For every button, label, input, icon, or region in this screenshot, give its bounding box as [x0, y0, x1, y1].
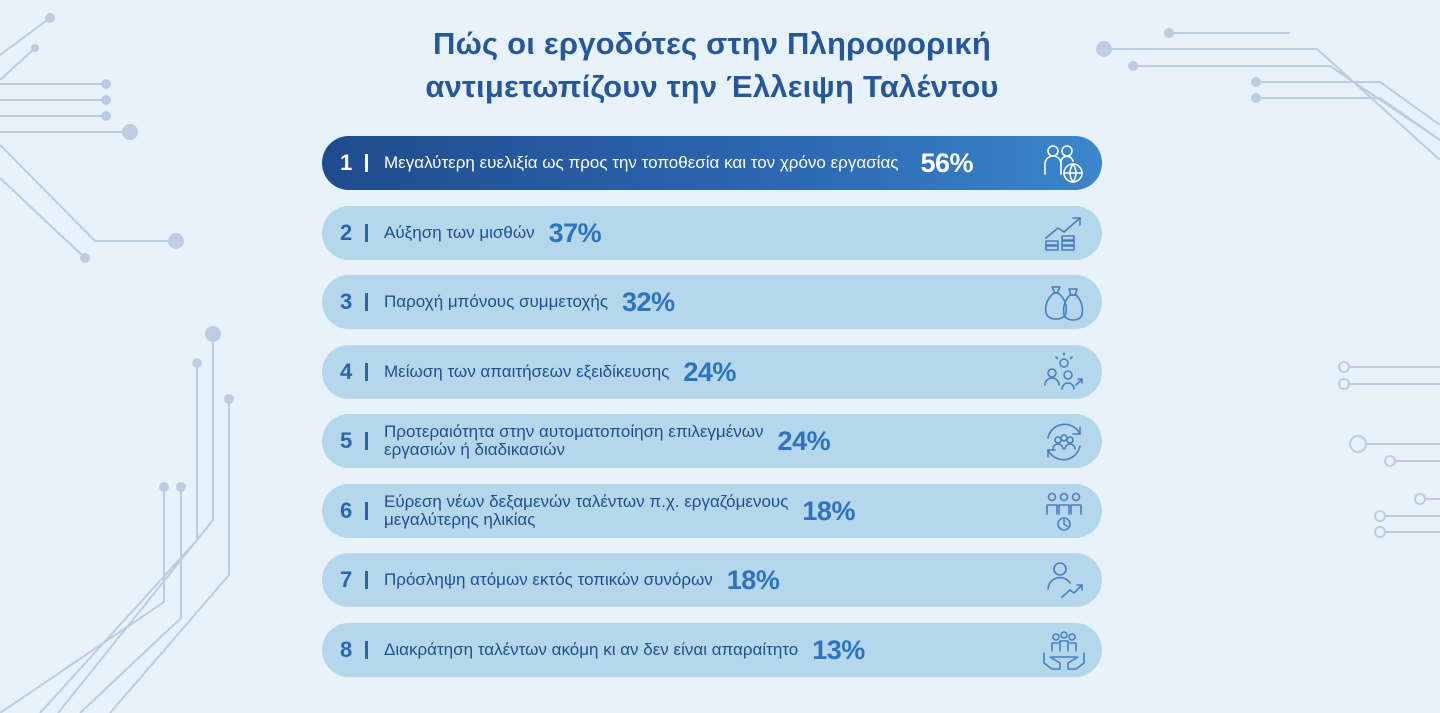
rank-number: 6: [340, 497, 353, 523]
bar-row-3: 3 Παροχή μπόνους συμμετοχής 32%: [322, 275, 1102, 329]
remote-hire-icon: [1040, 557, 1088, 603]
ranked-bar-list: 1 Μεγαλύτερη ευελιξία ως προς την τοποθεσ…: [322, 136, 1102, 692]
bar-label-line: Παροχή μπόνους συμμετοχής: [384, 292, 609, 311]
rank-separator: [365, 154, 368, 172]
rank-number: 4: [340, 358, 353, 384]
chart-title-line-2: αντιμετωπίζουν την Έλλειψη Ταλέντου: [425, 69, 999, 104]
money-bags-icon: [1040, 279, 1088, 325]
bar-row-7: 7 Πρόσληψη ατόμων εκτός τοπικών συνόρων 18…: [322, 553, 1102, 607]
bar-value-label: 18%: [802, 495, 855, 526]
bar-label: Εύρεση νέων δεξαμενών ταλέντων π.χ. εργα…: [384, 484, 855, 538]
chart-title-line-1: Πώς οι εργοδότες στην Πληροφορική: [433, 26, 991, 61]
bar-row-6: 6 Εύρεση νέων δεξαμενών ταλέντων π.χ. εργ…: [322, 483, 1102, 538]
bar-row-4: 4 Μείωση των απαιτήσεων εξειδίκευσης 24%: [322, 344, 1102, 399]
rank-separator: [365, 223, 368, 242]
automation-cycle-icon: [1040, 418, 1088, 464]
rank-separator: [365, 293, 368, 311]
bar-row-2: 2 Αύξηση των μισθών 37%: [322, 205, 1102, 260]
bar-label-line: μεγαλύτερης ηλικίας: [384, 509, 536, 529]
bar-label-line: Πρόσληψη ατόμων εκτός τοπικών συνόρων: [384, 570, 713, 589]
people-globe-icon: [1040, 140, 1088, 186]
rank-number: 2: [340, 219, 353, 245]
bar-value-label: 13%: [812, 634, 865, 665]
salary-growth-icon: [1040, 210, 1088, 256]
rank-number: 5: [340, 428, 353, 453]
talent-pool-icon: [1040, 488, 1088, 534]
bar-label-line: εργασιών ή διαδικασιών: [384, 440, 565, 459]
rank-number: 7: [340, 567, 353, 592]
rank-number: 3: [340, 289, 353, 314]
bar-label: Μεγαλύτερη ευελιξία ως προς την τοποθεσί…: [384, 136, 974, 190]
bar-label: Προτεραιότητα στην αυτοματοποίηση επιλεγ…: [384, 414, 831, 468]
bar-label-line: Εύρεση νέων δεξαμενών ταλέντων π.χ. εργα…: [384, 491, 789, 511]
rank-separator: [365, 501, 368, 520]
bar-row-1: 1 Μεγαλύτερη ευελιξία ως προς την τοποθεσ…: [322, 136, 1102, 190]
bar-label-line: Μεγαλύτερη ευελιξία ως προς την τοποθεσί…: [384, 153, 899, 172]
bar-label-line: Προτεραιότητα στην αυτοματοποίηση επιλεγ…: [384, 422, 764, 441]
rank-number: 1: [340, 150, 353, 175]
chart-title: Πώς οι εργοδότες στην Πληροφορική αντιμε…: [322, 22, 1102, 108]
bar-label: Αύξηση των μισθών 37%: [384, 206, 602, 260]
bar-row-8: 8 Διακράτηση ταλέντων ακόμη κι αν δεν είν…: [322, 622, 1102, 677]
bar-row-5: 5 Προτεραιότητα στην αυτοματοποίηση επιλε…: [322, 414, 1102, 468]
bar-value-label: 18%: [726, 565, 780, 595]
team-idea-icon: [1040, 349, 1088, 395]
bar-label-line: Αύξηση των μισθών: [384, 222, 535, 242]
bar-label: Μείωση των απαιτήσεων εξειδίκευσης 24%: [384, 345, 736, 399]
bar-value-label: 56%: [920, 148, 974, 178]
bar-value-label: 37%: [548, 217, 602, 248]
talent-retention-icon: [1040, 627, 1088, 673]
bar-value-label: 24%: [777, 426, 831, 456]
bar-label: Παροχή μπόνους συμμετοχής 32%: [384, 275, 675, 329]
rank-separator: [365, 640, 368, 659]
bar-label-line: Μείωση των απαιτήσεων εξειδίκευσης: [384, 361, 670, 381]
bar-value-label: 32%: [622, 287, 675, 317]
bar-label-line: Διακράτηση ταλέντων ακόμη κι αν δεν είνα…: [384, 639, 799, 659]
rank-separator: [365, 432, 368, 450]
bar-label: Πρόσληψη ατόμων εκτός τοπικών συνόρων 18%: [384, 553, 780, 607]
bar-value-label: 24%: [683, 356, 736, 387]
bar-label: Διακράτηση ταλέντων ακόμη κι αν δεν είνα…: [384, 623, 865, 677]
rank-separator: [365, 362, 368, 381]
rank-separator: [365, 571, 368, 589]
rank-number: 8: [340, 636, 353, 662]
